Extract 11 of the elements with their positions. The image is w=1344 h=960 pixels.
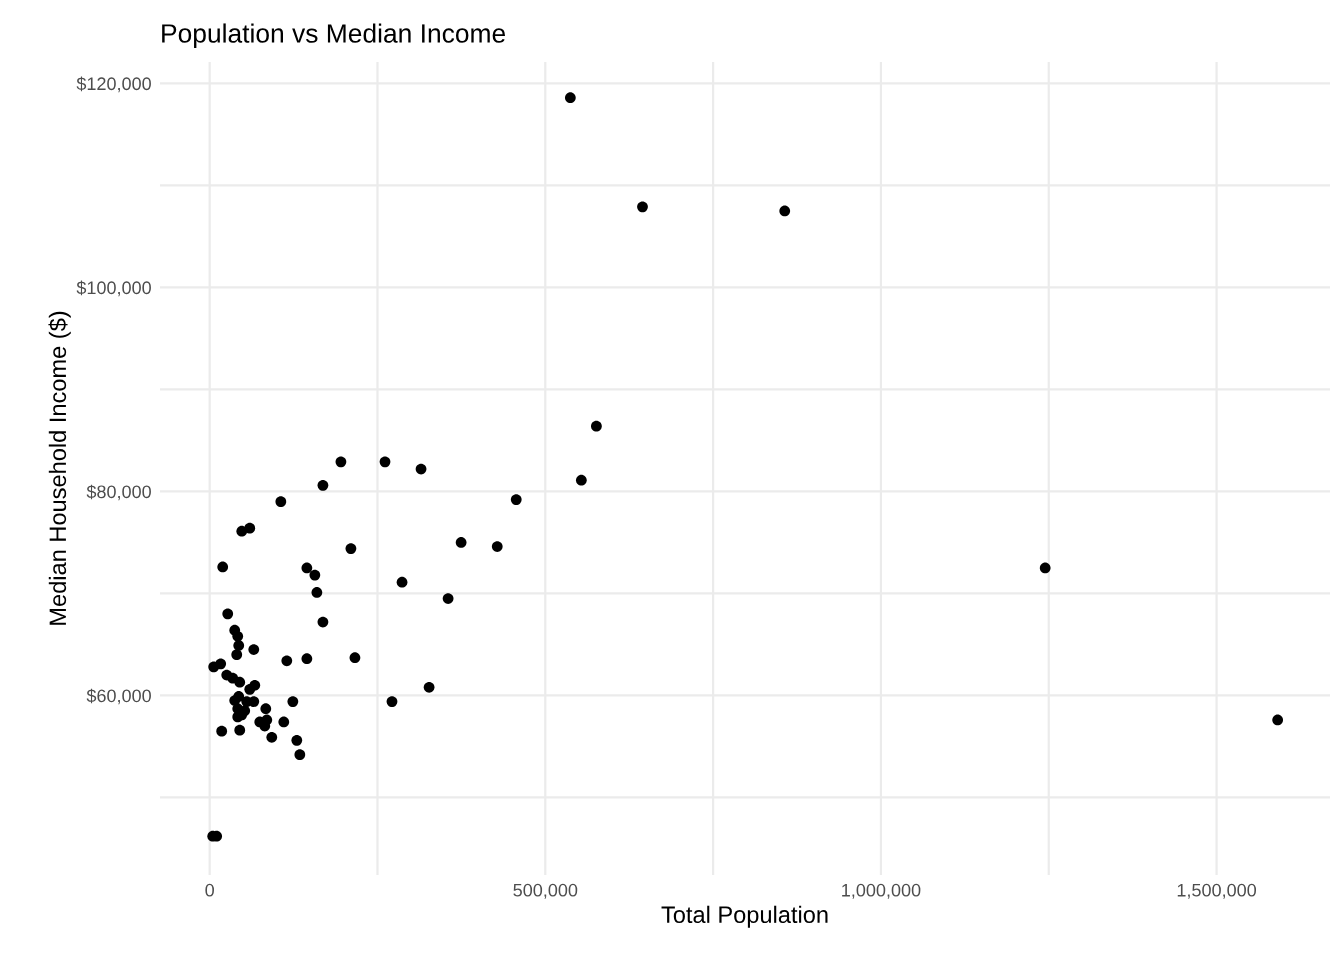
x-tick-label: 0 [205,883,214,897]
x-axis-title: Total Population [661,905,828,928]
chart-title: Population vs Median Income [162,23,506,49]
x-tick-label: 500,000 [513,883,578,899]
x-tick-label: 1,500,000 [1177,883,1257,899]
y-tick-label: $100,000 [76,280,151,297]
x-tick-label: 1,000,000 [842,883,921,899]
y-tick-label: $80,000 [86,484,151,501]
y-axis-title: Median Household Income ($) [48,311,71,625]
y-tick-label: $120,000 [76,76,151,93]
y-tick-label: $60,000 [86,688,151,705]
